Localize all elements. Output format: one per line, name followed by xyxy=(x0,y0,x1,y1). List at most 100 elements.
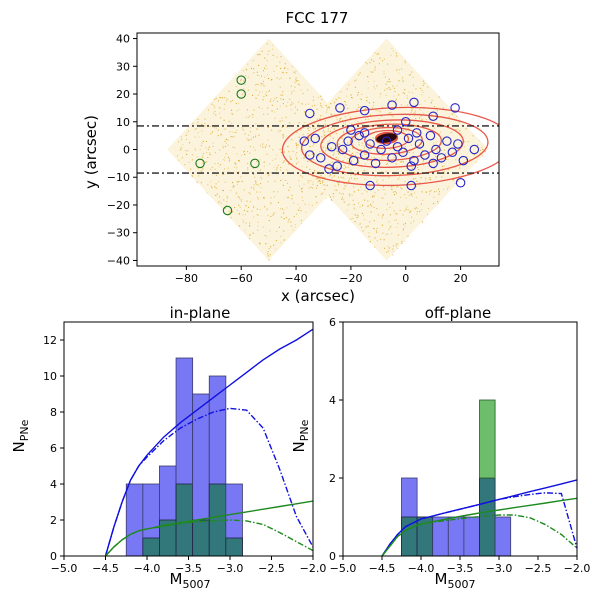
field-dot xyxy=(390,112,392,114)
field-dot xyxy=(264,76,266,78)
field-footprint xyxy=(167,38,371,261)
field-dot xyxy=(287,221,289,223)
field-dot xyxy=(407,235,409,237)
field-dot xyxy=(358,106,360,108)
field-dot xyxy=(257,54,259,56)
field-dot xyxy=(201,130,203,132)
field-dot xyxy=(444,172,446,174)
field-dot xyxy=(291,139,293,141)
field-dot xyxy=(255,89,257,91)
field-dot xyxy=(272,44,274,46)
field-dot xyxy=(374,88,376,90)
field-dot xyxy=(247,89,249,91)
field-dot xyxy=(327,141,329,143)
field-dot xyxy=(346,88,348,90)
field-dot xyxy=(458,175,460,177)
field-dot xyxy=(282,137,284,139)
field-dot xyxy=(374,52,376,54)
field-dot xyxy=(287,196,289,198)
field-dot xyxy=(314,128,316,130)
field-dot xyxy=(378,150,380,152)
field-footprint xyxy=(285,38,489,261)
field-dot xyxy=(363,146,365,148)
field-dot xyxy=(332,137,334,139)
field-dot xyxy=(343,132,345,134)
field-dot xyxy=(435,190,437,192)
field-dot xyxy=(408,151,410,153)
field-dot xyxy=(418,146,420,148)
field-dot xyxy=(190,168,192,170)
map-ytick-label: 0 xyxy=(123,144,130,157)
field-dot xyxy=(402,228,404,230)
field-dot xyxy=(342,176,344,178)
field-dot xyxy=(354,214,356,216)
field-dot xyxy=(384,76,386,78)
pn-marker xyxy=(450,103,460,113)
field-dot xyxy=(469,159,471,161)
field-dot xyxy=(290,225,292,227)
field-dot xyxy=(357,215,359,217)
field-dot xyxy=(408,194,410,196)
field-dot xyxy=(368,182,370,184)
pn-marker xyxy=(406,180,416,191)
pn-marker xyxy=(343,136,353,146)
field-dot xyxy=(339,119,341,121)
field-dot xyxy=(403,223,405,225)
hist-xtick-label: −3.5 xyxy=(447,562,474,575)
field-dot xyxy=(479,140,481,142)
field-dot xyxy=(242,80,244,82)
field-dot xyxy=(338,184,340,186)
field-dot xyxy=(353,204,355,206)
field-dot xyxy=(289,155,291,157)
field-dot xyxy=(412,76,414,78)
field-dot xyxy=(252,116,254,118)
field-dot xyxy=(354,154,356,156)
field-dot xyxy=(382,60,384,62)
field-dot xyxy=(335,132,337,134)
field-dot xyxy=(343,122,345,124)
field-dot xyxy=(202,163,204,165)
field-dot xyxy=(230,210,232,212)
field-dot xyxy=(420,148,422,150)
field-dot xyxy=(255,97,257,99)
field-dot xyxy=(280,151,282,153)
field-dot xyxy=(407,97,409,99)
field-dot xyxy=(457,128,459,130)
field-dot xyxy=(253,173,255,175)
field-dot xyxy=(398,176,400,178)
field-dot xyxy=(180,147,182,149)
field-dot xyxy=(233,185,235,187)
field-dot xyxy=(303,183,305,185)
field-dot xyxy=(430,160,432,162)
field-dot xyxy=(409,114,411,116)
field-dot xyxy=(242,70,244,72)
field-dot xyxy=(307,128,309,130)
field-dot xyxy=(347,166,349,168)
field-dot xyxy=(224,103,226,105)
field-dot xyxy=(357,104,359,106)
field-dot xyxy=(228,160,230,162)
model-curve xyxy=(104,519,314,557)
field-dot xyxy=(191,159,193,161)
field-dot xyxy=(372,137,374,139)
field-dot xyxy=(387,250,389,252)
field-dot xyxy=(350,161,352,163)
field-dot xyxy=(366,100,368,102)
field-dot xyxy=(398,80,400,82)
field-dot xyxy=(322,176,324,178)
field-dot xyxy=(253,206,255,208)
field-dot xyxy=(433,144,435,146)
field-dot xyxy=(310,186,312,188)
field-dot xyxy=(279,86,281,88)
field-dot xyxy=(279,130,281,132)
field-dot xyxy=(257,94,259,96)
field-dot xyxy=(386,88,388,90)
pn-marker xyxy=(442,136,452,146)
hist-xtick-label: −2.0 xyxy=(300,562,327,575)
field-dot xyxy=(432,159,434,161)
field-dot xyxy=(275,240,277,242)
field-dot xyxy=(340,98,342,100)
field-dot xyxy=(447,169,449,171)
field-dot xyxy=(367,76,369,78)
